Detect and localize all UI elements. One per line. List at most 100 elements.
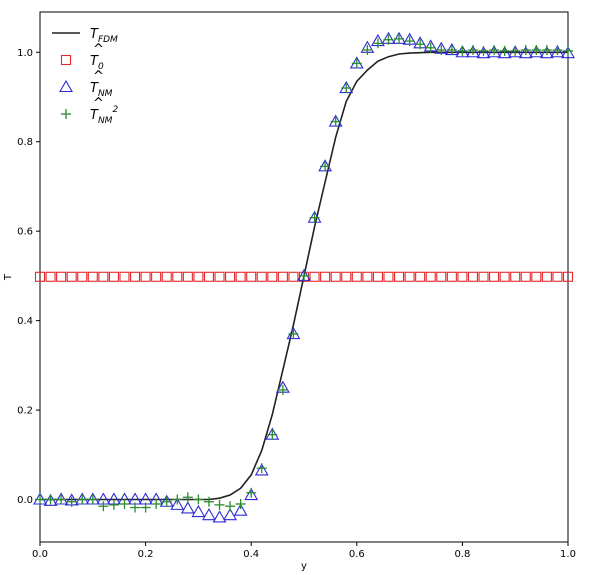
plus-point <box>108 499 119 510</box>
plus-point <box>520 45 531 56</box>
square-point <box>531 271 542 282</box>
triangle-point <box>180 501 195 514</box>
legend-item: TFDM <box>52 27 118 45</box>
plus-point <box>320 161 331 172</box>
square-point <box>415 271 426 282</box>
square-point <box>140 271 151 282</box>
y-tick-label: 0.8 <box>17 137 33 148</box>
triangle-point <box>476 46 491 59</box>
triangle-point <box>550 45 565 58</box>
legend-label: TNM2 <box>90 105 118 126</box>
y-tick-label: 0.2 <box>17 406 33 417</box>
plus-point <box>87 494 98 505</box>
square-point <box>98 271 109 282</box>
square-point <box>404 271 415 282</box>
legend-label: TFDM <box>90 27 118 45</box>
plus-point <box>383 34 394 45</box>
square-point <box>351 271 362 282</box>
square-point <box>341 271 352 282</box>
plus-point <box>119 498 130 509</box>
plus-point <box>246 487 257 498</box>
plus-point <box>161 496 172 507</box>
plus-point <box>510 45 521 56</box>
y-tick-label: 0.6 <box>17 227 33 238</box>
square-point <box>562 271 574 282</box>
x-tick-label: 0.4 <box>243 549 259 560</box>
triangle-point <box>191 504 206 518</box>
x-tick-label: 1.0 <box>560 549 576 560</box>
legend: TFDM^T0^TNM^TNM2 <box>52 27 118 126</box>
y-tick-label: 0.0 <box>17 495 33 506</box>
square-point <box>446 271 457 282</box>
axis-ticks: 0.0 0.2 0.4 0.6 0.8 1.0 0.0 0.2 0.4 0.6 0.8 1.0 <box>17 48 576 560</box>
series-line-tfdm <box>40 51 568 501</box>
square-point <box>77 271 88 282</box>
square-point <box>372 271 383 282</box>
series-layer <box>33 31 575 523</box>
x-tick-label: 0.0 <box>32 549 48 560</box>
triangle-point <box>233 503 248 516</box>
plus-point <box>98 501 109 512</box>
square-point <box>288 271 299 282</box>
triangle-point <box>561 46 575 59</box>
plus-point <box>140 502 151 513</box>
plus-point <box>457 45 468 56</box>
square-point <box>267 271 278 282</box>
triangle-point <box>518 46 533 59</box>
square-point <box>225 271 236 282</box>
square-point <box>256 271 267 282</box>
plus-point <box>151 498 162 509</box>
square-point <box>457 271 468 282</box>
plus-point <box>489 45 500 56</box>
square-point <box>246 271 257 282</box>
square-point <box>56 271 67 282</box>
square-point <box>499 271 510 282</box>
x-tick-label: 0.2 <box>138 549 154 560</box>
triangle-point <box>539 46 554 59</box>
plus-point <box>225 501 236 512</box>
legend-item: ^TNM <box>59 69 113 99</box>
plus-point <box>541 45 552 56</box>
plus-point <box>341 83 352 94</box>
square-point <box>182 271 193 282</box>
plus-point <box>182 492 193 503</box>
legend-label: TNM <box>90 81 113 99</box>
triangle-point <box>466 45 480 58</box>
triangle-point <box>212 510 227 523</box>
plus-point <box>193 494 204 505</box>
plus-point <box>467 45 478 56</box>
legend-marker <box>61 109 71 119</box>
plus-point <box>277 384 288 395</box>
square-point <box>119 271 130 282</box>
square-point <box>214 271 225 282</box>
square-point <box>541 271 552 282</box>
square-point <box>320 271 331 282</box>
x-axis-label: y <box>301 561 307 572</box>
plus-point <box>45 494 56 505</box>
y-tick-label: 0.4 <box>17 316 33 327</box>
legend-item: ^TNM2 <box>61 96 118 126</box>
series-plus <box>35 33 573 513</box>
square-point <box>235 271 246 282</box>
triangle-point <box>254 463 269 476</box>
square-point <box>362 271 373 282</box>
square-point <box>66 271 77 282</box>
triangle-point <box>223 508 238 521</box>
legend-hat: ^ <box>93 96 104 111</box>
plus-point <box>372 38 383 49</box>
square-point <box>478 271 489 282</box>
series-square <box>34 271 574 282</box>
plus-point <box>415 39 426 50</box>
triangle-point <box>244 487 259 501</box>
plus-point <box>446 45 457 56</box>
plus-point <box>330 116 341 127</box>
y-axis-label: T <box>3 273 14 281</box>
square-point <box>45 271 56 282</box>
square-point <box>277 271 288 282</box>
legend-hat: ^ <box>93 42 104 57</box>
plus-point <box>288 329 299 340</box>
plus-point <box>351 58 362 69</box>
legend-marker <box>60 54 72 66</box>
plus-point <box>214 499 225 510</box>
